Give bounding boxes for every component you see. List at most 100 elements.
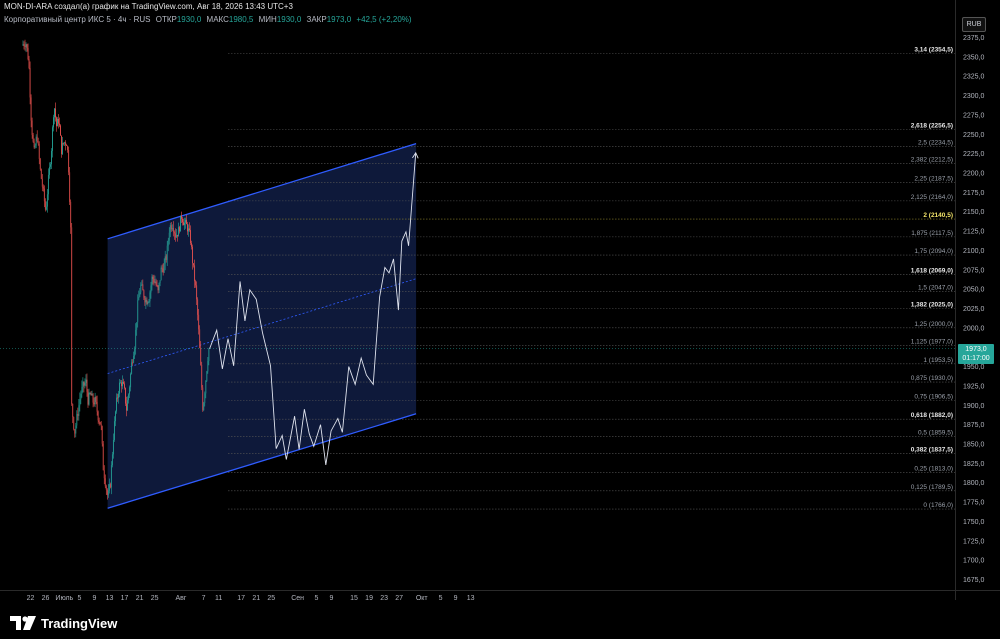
candle-body bbox=[175, 234, 177, 238]
candle-body bbox=[132, 362, 134, 364]
candle-body bbox=[99, 422, 101, 425]
candle-body bbox=[32, 134, 34, 142]
price-tick-label: 1900,0 bbox=[963, 403, 985, 410]
candle-body bbox=[158, 282, 160, 291]
open-value: 1930,0 bbox=[176, 15, 202, 24]
candle-body bbox=[204, 393, 206, 404]
channel-upper-line bbox=[107, 142, 417, 240]
candle-body bbox=[66, 144, 68, 146]
candle-body bbox=[67, 145, 69, 150]
candle-body bbox=[89, 393, 91, 394]
candle-body bbox=[202, 387, 204, 411]
fibonacci-levels bbox=[228, 53, 955, 510]
candle-body bbox=[163, 263, 165, 273]
candle-body bbox=[95, 396, 97, 402]
brand-name: TradingView bbox=[41, 615, 118, 631]
projection-path[interactable] bbox=[209, 151, 419, 465]
candle-body bbox=[124, 383, 125, 388]
candle-body bbox=[64, 142, 66, 144]
close-value: 1973,0 bbox=[326, 15, 352, 24]
price-tick-label: 2100,0 bbox=[963, 248, 985, 255]
candle-body bbox=[133, 355, 135, 363]
candle-body bbox=[23, 44, 25, 46]
candle-body bbox=[69, 172, 71, 202]
time-tick-label: Авг bbox=[176, 595, 187, 602]
candle-body bbox=[200, 347, 202, 365]
time-tick-label: 27 bbox=[395, 595, 403, 602]
currency-button[interactable]: RUB bbox=[962, 17, 986, 32]
candle-body bbox=[45, 206, 47, 210]
time-tick-label: 13 bbox=[467, 595, 475, 602]
time-tick-label: 5 bbox=[77, 595, 81, 602]
candle-body bbox=[47, 174, 49, 195]
candle-body bbox=[43, 188, 45, 202]
candle-body bbox=[68, 149, 70, 173]
candle-body bbox=[88, 393, 90, 405]
candle-body bbox=[182, 218, 183, 223]
change-value: +42,5 (+2,20%) bbox=[356, 15, 412, 24]
candle-body bbox=[72, 403, 74, 417]
price-tick-label: 1725,0 bbox=[963, 538, 985, 545]
candle-body bbox=[164, 256, 166, 264]
fib-label: 1,382 (2025,0) bbox=[911, 302, 953, 309]
time-tick-label: 19 bbox=[365, 595, 373, 602]
price-tick-label: 2025,0 bbox=[963, 306, 985, 313]
candle-body bbox=[131, 362, 133, 374]
time-tick-label: 9 bbox=[93, 595, 97, 602]
candle-body bbox=[190, 230, 191, 244]
candle-body bbox=[33, 141, 35, 148]
price-tick-label: 2125,0 bbox=[963, 229, 985, 236]
candle-body bbox=[55, 108, 56, 118]
candle-body bbox=[206, 371, 208, 381]
candle-body bbox=[48, 166, 50, 175]
open-label: ОТКР bbox=[155, 15, 177, 24]
candle-body bbox=[76, 413, 78, 426]
channel-median-line bbox=[107, 278, 417, 374]
candle-body bbox=[153, 279, 155, 283]
time-tick-label: 15 bbox=[350, 595, 358, 602]
candle-body bbox=[81, 386, 83, 394]
candle-body bbox=[34, 145, 36, 148]
tradingview-brand[interactable]: TradingView bbox=[10, 614, 117, 632]
candle-body bbox=[134, 348, 136, 356]
price-tick-label: 1750,0 bbox=[963, 519, 985, 526]
symbol-info[interactable]: Корпоративный центр ИКС 5 · 4ч · RUS ОТК… bbox=[4, 15, 412, 24]
candle-body bbox=[40, 169, 42, 179]
candle-body bbox=[138, 296, 140, 301]
price-axis[interactable]: 1675,0 1700,0 1725,0 1750,0 1775,0 1800,0 1825… bbox=[955, 0, 985, 600]
price-tick-label: 1800,0 bbox=[963, 480, 985, 487]
candle-body bbox=[92, 394, 94, 403]
time-tick-label: Сен bbox=[291, 595, 304, 602]
candle-body bbox=[157, 285, 159, 291]
symbol-name[interactable]: Корпоративный центр ИКС 5 · 4ч · RUS bbox=[4, 15, 151, 24]
candle-body bbox=[161, 267, 163, 269]
fib-label: 1,875 (2117,5) bbox=[911, 230, 953, 237]
candle-body bbox=[111, 454, 113, 466]
time-tick-label: 25 bbox=[267, 595, 275, 602]
fib-label: 0,75 (1906,5) bbox=[914, 393, 953, 400]
candle-body bbox=[46, 194, 48, 207]
time-tick-label: Окт bbox=[416, 595, 429, 602]
candle-body bbox=[172, 227, 174, 233]
candle-body bbox=[90, 393, 92, 396]
price-tick-label: 1925,0 bbox=[963, 383, 985, 390]
fib-label: 2,382 (2212,5) bbox=[911, 156, 953, 163]
candle-body bbox=[141, 284, 143, 286]
candle-body bbox=[199, 329, 201, 348]
candle-body bbox=[38, 144, 40, 159]
candle-body bbox=[189, 228, 190, 231]
candle-body bbox=[150, 285, 152, 293]
candle-body bbox=[178, 227, 180, 232]
tradingview-logo-icon bbox=[10, 616, 36, 630]
candle-body bbox=[185, 219, 186, 223]
candle-body bbox=[156, 284, 158, 286]
parallel-channel[interactable] bbox=[0, 142, 955, 509]
candle-body bbox=[155, 281, 157, 285]
price-tick-label: 2300,0 bbox=[963, 93, 985, 100]
time-axis[interactable]: 22 26 Июль 5 9 13 17 21 25 Авг 7 11 17 21 25 Сен 5 9 15 19 2… bbox=[0, 590, 1000, 603]
price-tick-label: 1950,0 bbox=[963, 364, 985, 371]
candle-body bbox=[166, 245, 168, 260]
fib-label: 2,25 (2187,5) bbox=[914, 176, 953, 183]
candle-body bbox=[186, 219, 187, 225]
